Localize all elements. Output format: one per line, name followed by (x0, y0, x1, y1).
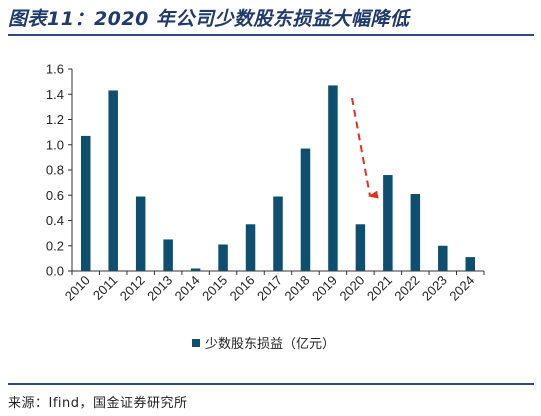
bars (80, 85, 476, 272)
y-tick-label: 0.4 (46, 213, 64, 228)
x-tick-label: 2010 (62, 273, 93, 304)
x-tick-label: 2012 (117, 273, 148, 304)
bar-2016 (245, 224, 256, 271)
y-tick-label: 1.6 (46, 62, 64, 77)
y-tick-label: 0.6 (46, 188, 64, 203)
y-axis-labels: 0.0 0.2 0.4 0.6 0.8 1.0 1.2 1.4 1.6 (46, 62, 64, 279)
x-tick-label: 2022 (391, 273, 422, 304)
title-underline (8, 34, 534, 36)
x-tick-label: 2019 (309, 273, 340, 304)
legend-swatch (192, 339, 200, 347)
y-tick-label: 1.0 (46, 137, 64, 152)
bar-2023 (438, 245, 448, 271)
bar-2021 (383, 175, 393, 271)
x-tick-label: 2018 (282, 273, 313, 304)
x-tick-label: 2015 (199, 273, 230, 304)
bar-2014 (190, 268, 201, 271)
footer-rule (8, 383, 534, 385)
x-tick-label: 2021 (364, 273, 395, 304)
x-tick-label: 2011 (90, 273, 120, 303)
legend-label: 少数股东损益（亿元） (205, 336, 335, 351)
y-tick-label: 0.2 (46, 238, 64, 253)
legend: 少数股东损益（亿元） (192, 336, 335, 351)
bar-2022 (410, 193, 421, 271)
y-tick-label: 1.4 (46, 87, 64, 102)
bar-2015 (218, 244, 228, 271)
bar-2018 (300, 148, 311, 271)
bar-chart: 2010201120122013201420152016201720182019… (46, 62, 485, 351)
x-tick-label: 2017 (254, 273, 285, 304)
annotation-arrow (351, 97, 379, 199)
x-tick-label: 2013 (144, 273, 175, 304)
x-tick-label: 2023 (419, 273, 450, 304)
x-tick-label: 2014 (172, 273, 203, 304)
x-tick-label: 2024 (446, 273, 477, 304)
bar-2017 (273, 196, 283, 271)
chart-title: 图表11：2020 年公司少数股东损益大幅降低 (8, 8, 410, 30)
y-tick-label: 0.8 (46, 163, 64, 178)
y-tick-label: 1.2 (46, 112, 64, 127)
bar-2010 (80, 135, 91, 271)
y-tick-label: 0.0 (46, 264, 64, 279)
bar-2012 (135, 196, 146, 271)
bar-2013 (163, 239, 173, 271)
bar-2024 (465, 257, 476, 271)
bar-2020 (355, 224, 366, 271)
bar-2011 (108, 90, 118, 272)
bar-2019 (328, 85, 338, 271)
source-note: 来源：Ifind，国金证券研究所 (8, 396, 188, 411)
x-tick-label: 2016 (227, 273, 258, 304)
x-tick-label: 2020 (336, 273, 367, 304)
x-axis-labels: 2010201120122013201420152016201720182019… (62, 273, 478, 304)
